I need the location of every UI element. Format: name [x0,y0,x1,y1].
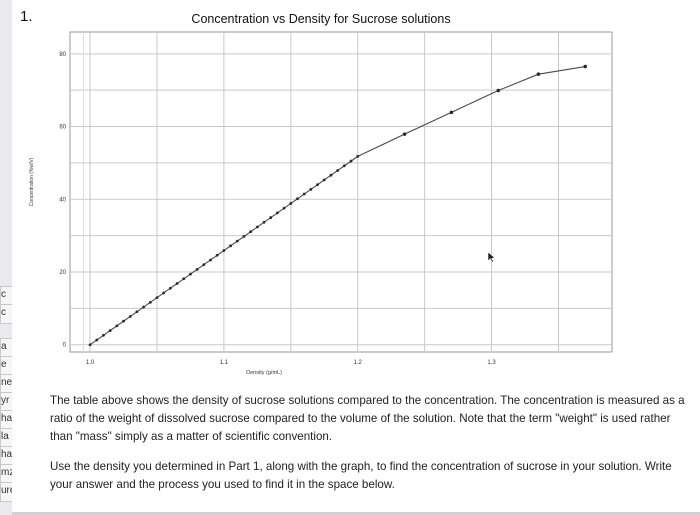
mouse-cursor-icon [487,251,496,263]
page-bottom-shadow [12,512,700,515]
data-point [122,319,125,323]
data-point [322,178,326,182]
description-paragraph: The table above shows the density of suc… [50,394,685,443]
data-point [202,263,206,267]
y-tick-label: 0 [63,343,67,349]
plot-area [69,31,613,353]
data-point [269,216,273,219]
data-point [189,272,192,276]
concentration-density-chart: 1.0 1.1 1.2 1.3 0 20 40 60 80 Density (g/mL) Conce… [29,31,613,376]
data-point [135,310,139,314]
data-point [95,338,99,342]
data-point [289,202,293,205]
question-number: 1. [20,8,33,25]
data-point [142,305,146,309]
data-point [242,235,246,238]
y-tick-label: 60 [59,125,66,131]
y-tick-label: 20 [59,270,66,276]
data-point [356,154,360,158]
y-tick-label: 80 [59,52,66,58]
data-point [449,110,454,115]
data-point [108,329,112,332]
data-point [162,291,166,295]
data-point [102,333,105,337]
data-point [536,72,541,76]
data-point [276,211,279,215]
y-tick-label: 40 [59,197,66,203]
data-point [282,206,286,210]
instruction-paragraph: Use the density you determined in Part 1… [50,460,672,491]
x-axis-label: Density (g/mL) [246,370,282,376]
y-axis-label: Concentration (%w/V) [29,157,35,206]
data-point [195,267,199,271]
data-point [128,315,132,318]
data-point [209,258,212,262]
data-point [583,64,588,69]
x-tick-label: 1.2 [354,360,363,366]
data-point [88,343,92,347]
data-point [309,187,313,191]
data-point [349,159,353,163]
data-point [229,244,232,248]
question-sheet: 1. Concentration vs Density for Sucrose … [12,0,700,515]
data-point [255,225,259,229]
data-point [115,324,119,328]
chart-title: Concentration vs Density for Sucrose sol… [191,12,451,26]
data-point [336,169,340,172]
data-point [342,164,346,168]
data-point [148,300,152,304]
data-point [215,253,219,257]
x-tick-label: 1.1 [220,360,229,366]
x-tick-label: 1.0 [86,360,95,366]
data-point [235,239,239,243]
data-point [175,282,179,285]
x-tick-label: 1.3 [487,360,496,366]
data-point [168,286,172,290]
data-point [155,296,159,300]
data-point [302,192,306,196]
data-point [402,132,407,136]
data-point [329,173,333,177]
data-point [182,277,186,281]
data-point [262,220,266,224]
data-point [222,249,226,252]
data-point [316,183,319,187]
left-panel-strip: ccaeneyrhalahamzure [0,0,14,515]
data-point [296,197,299,201]
data-point [496,88,501,93]
data-point [249,230,253,234]
